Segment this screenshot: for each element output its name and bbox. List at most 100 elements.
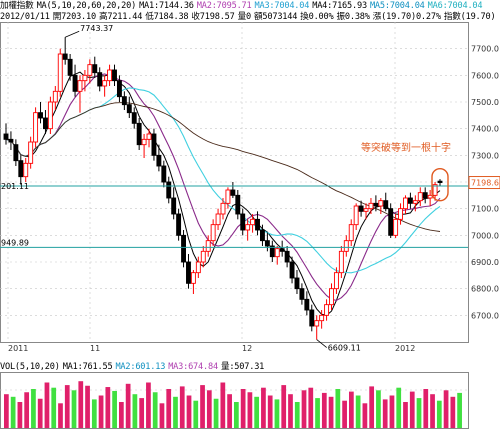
- volume-bar: [423, 389, 429, 428]
- volume-bar: [44, 382, 50, 428]
- candle-body: [205, 240, 211, 252]
- volume-bar: [396, 387, 402, 428]
- candle-body: [255, 218, 260, 231]
- volume-bar: [274, 399, 280, 428]
- volume-bar: [112, 390, 117, 428]
- candle-body: [235, 194, 241, 215]
- candle-body: [13, 144, 19, 162]
- candle-body: [403, 197, 408, 210]
- y-tick-label: 6900.0: [471, 258, 499, 267]
- candle-body: [358, 205, 364, 212]
- volume-item-4: 量:507.31: [220, 362, 265, 372]
- candle-body: [437, 180, 443, 183]
- volume-bar: [200, 385, 205, 428]
- candle-body: [62, 53, 68, 60]
- volume-item-2: MA2:601.13: [115, 362, 166, 372]
- volume-bar: [342, 400, 347, 428]
- volume-bar: [281, 385, 287, 428]
- x-tick-label: 11: [90, 344, 100, 353]
- quote-item-6: 額5073144: [254, 12, 298, 22]
- candle-body: [264, 240, 270, 247]
- candle-body: [225, 189, 231, 204]
- volume-bar: [51, 387, 57, 428]
- candle-body: [383, 200, 389, 210]
- volume-bar: [186, 395, 192, 428]
- last-price-box: [468, 176, 500, 190]
- candle-body: [200, 250, 206, 263]
- candle-body: [294, 277, 300, 290]
- candle-body: [38, 112, 43, 119]
- volume-bar: [409, 391, 415, 428]
- candle-body: [112, 69, 117, 82]
- header-item-3: MA2:7095.71: [196, 1, 252, 11]
- candle-body: [87, 64, 93, 76]
- candle-body: [427, 194, 433, 199]
- level-label-2: 949.89: [1, 238, 29, 247]
- volume-bar: [64, 385, 70, 428]
- candle-body: [23, 162, 29, 178]
- volume-bar: [450, 396, 456, 428]
- candle-body: [378, 200, 384, 207]
- header-item-7: MA6:7004.04: [427, 1, 483, 11]
- header-item-2: MA1:7144.36: [139, 1, 194, 11]
- candle-body: [289, 261, 295, 279]
- volume-bar: [349, 391, 354, 428]
- volume-item-1: MA1:761.55: [62, 362, 113, 372]
- candle-body: [220, 202, 226, 215]
- volume-bar: [369, 386, 375, 428]
- high-label: 7743.37: [80, 24, 113, 33]
- candle-body: [230, 189, 236, 196]
- candle-body: [57, 53, 63, 92]
- candle-body: [92, 64, 98, 74]
- volume-bar: [240, 389, 246, 428]
- candle-body: [407, 197, 413, 204]
- volume-bar: [247, 392, 253, 428]
- volume-bar: [4, 394, 9, 428]
- volume-bar: [227, 394, 232, 428]
- header-item-4: MA3:7004.04: [254, 1, 310, 11]
- volume-bar: [166, 389, 172, 428]
- volume-bar: [132, 394, 138, 428]
- y-tick-label: 7000.0: [471, 231, 499, 240]
- candle-body: [8, 138, 14, 143]
- candle-body: [116, 80, 122, 98]
- candle-body: [176, 213, 182, 236]
- quote-item-8: 振0.38%: [336, 12, 370, 22]
- annotation-note: 等突破等到一根十字: [361, 141, 451, 154]
- candle-body: [3, 133, 9, 140]
- candle-body: [33, 112, 39, 143]
- candle-body: [146, 133, 152, 140]
- volume-bar: [31, 389, 36, 428]
- candle-body: [274, 248, 280, 258]
- candle-body: [121, 96, 127, 106]
- candle-body: [190, 272, 196, 284]
- candle-body: [131, 112, 137, 124]
- low-pointer: [316, 339, 327, 348]
- volume-panel-frame: [0, 372, 469, 429]
- candle-body: [171, 197, 177, 215]
- candle-body: [156, 154, 162, 167]
- candle-body: [333, 272, 339, 290]
- volume-bar: [389, 395, 395, 428]
- candle-body: [102, 80, 108, 87]
- x-tick-label: 2011: [8, 344, 28, 353]
- ma-60-line: [5, 102, 441, 232]
- volume-bar: [71, 390, 77, 428]
- volume-item-0: VOL(5,10,20): [0, 362, 60, 372]
- volume-bar: [58, 403, 63, 428]
- header-item-5: MA4:7165.93: [312, 1, 367, 11]
- volume-bar: [173, 396, 178, 428]
- quote-item-3: 低7184.38: [145, 12, 189, 22]
- candle-body: [166, 181, 172, 199]
- candle-body: [67, 58, 73, 76]
- volume-bar: [119, 402, 124, 428]
- quote-item-7: 換0.00%: [300, 12, 334, 22]
- volume-bar: [315, 398, 320, 428]
- candle-body: [18, 160, 24, 178]
- candle-body: [388, 208, 394, 236]
- volume-bar: [139, 398, 145, 428]
- volume-bar: [254, 396, 260, 428]
- candle-body: [324, 304, 330, 316]
- quote-item-5: 量0: [237, 12, 252, 22]
